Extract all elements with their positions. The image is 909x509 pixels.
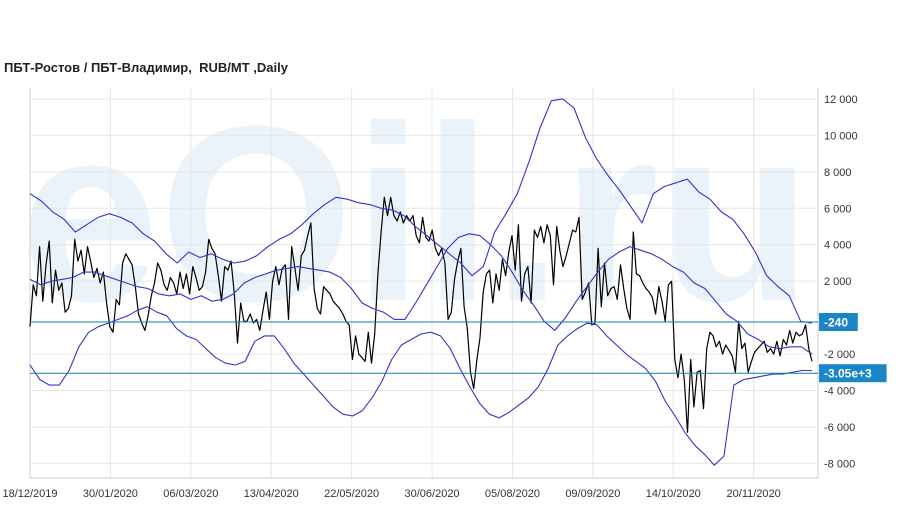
series-band-mid-line (29, 233, 813, 355)
y-tick-label: 6 000 (824, 203, 852, 215)
x-tick-label: 14/10/2020 (646, 488, 701, 500)
x-tick-label: 30/06/2020 (405, 488, 460, 500)
chart-title: ПБТ-Ростов / ПБТ-Владимир, RUB/MT ,Daily (4, 60, 288, 75)
x-tick-label: 05/08/2020 (485, 488, 540, 500)
y-tick-label: -4 000 (824, 386, 855, 398)
y-tick-label: -2 000 (824, 349, 855, 361)
x-tick-label: 13/04/2020 (244, 488, 299, 500)
x-tick-label: 30/01/2020 (83, 488, 138, 500)
y-tick-label: 4 000 (824, 240, 852, 252)
y-tick-label: -6 000 (824, 422, 855, 434)
y-tick-label: 2 000 (824, 276, 852, 288)
watermark-logo: eOil.ru (20, 74, 812, 353)
reference-tag-label: -240 (824, 316, 848, 330)
reference-tag (819, 313, 858, 331)
x-tick-label: 06/03/2020 (163, 488, 218, 500)
x-tick-label: 22/05/2020 (324, 488, 379, 500)
series-band-lower-line (29, 306, 812, 466)
x-tick-label: 20/11/2020 (727, 488, 781, 500)
x-tick-label: 18/12/2019 (2, 488, 57, 500)
reference-tag (819, 364, 887, 383)
y-tick-label: -8 000 (824, 458, 855, 470)
y-tick-label: 10 000 (824, 130, 858, 142)
series-price-line (29, 196, 813, 433)
y-tick-label: 8 000 (824, 167, 852, 179)
x-tick-label: 09/09/2020 (565, 488, 620, 500)
reference-tag-label: -3.05e+3 (824, 367, 872, 381)
y-tick-label: 12 000 (824, 94, 858, 106)
series-band-upper-line (29, 98, 813, 324)
